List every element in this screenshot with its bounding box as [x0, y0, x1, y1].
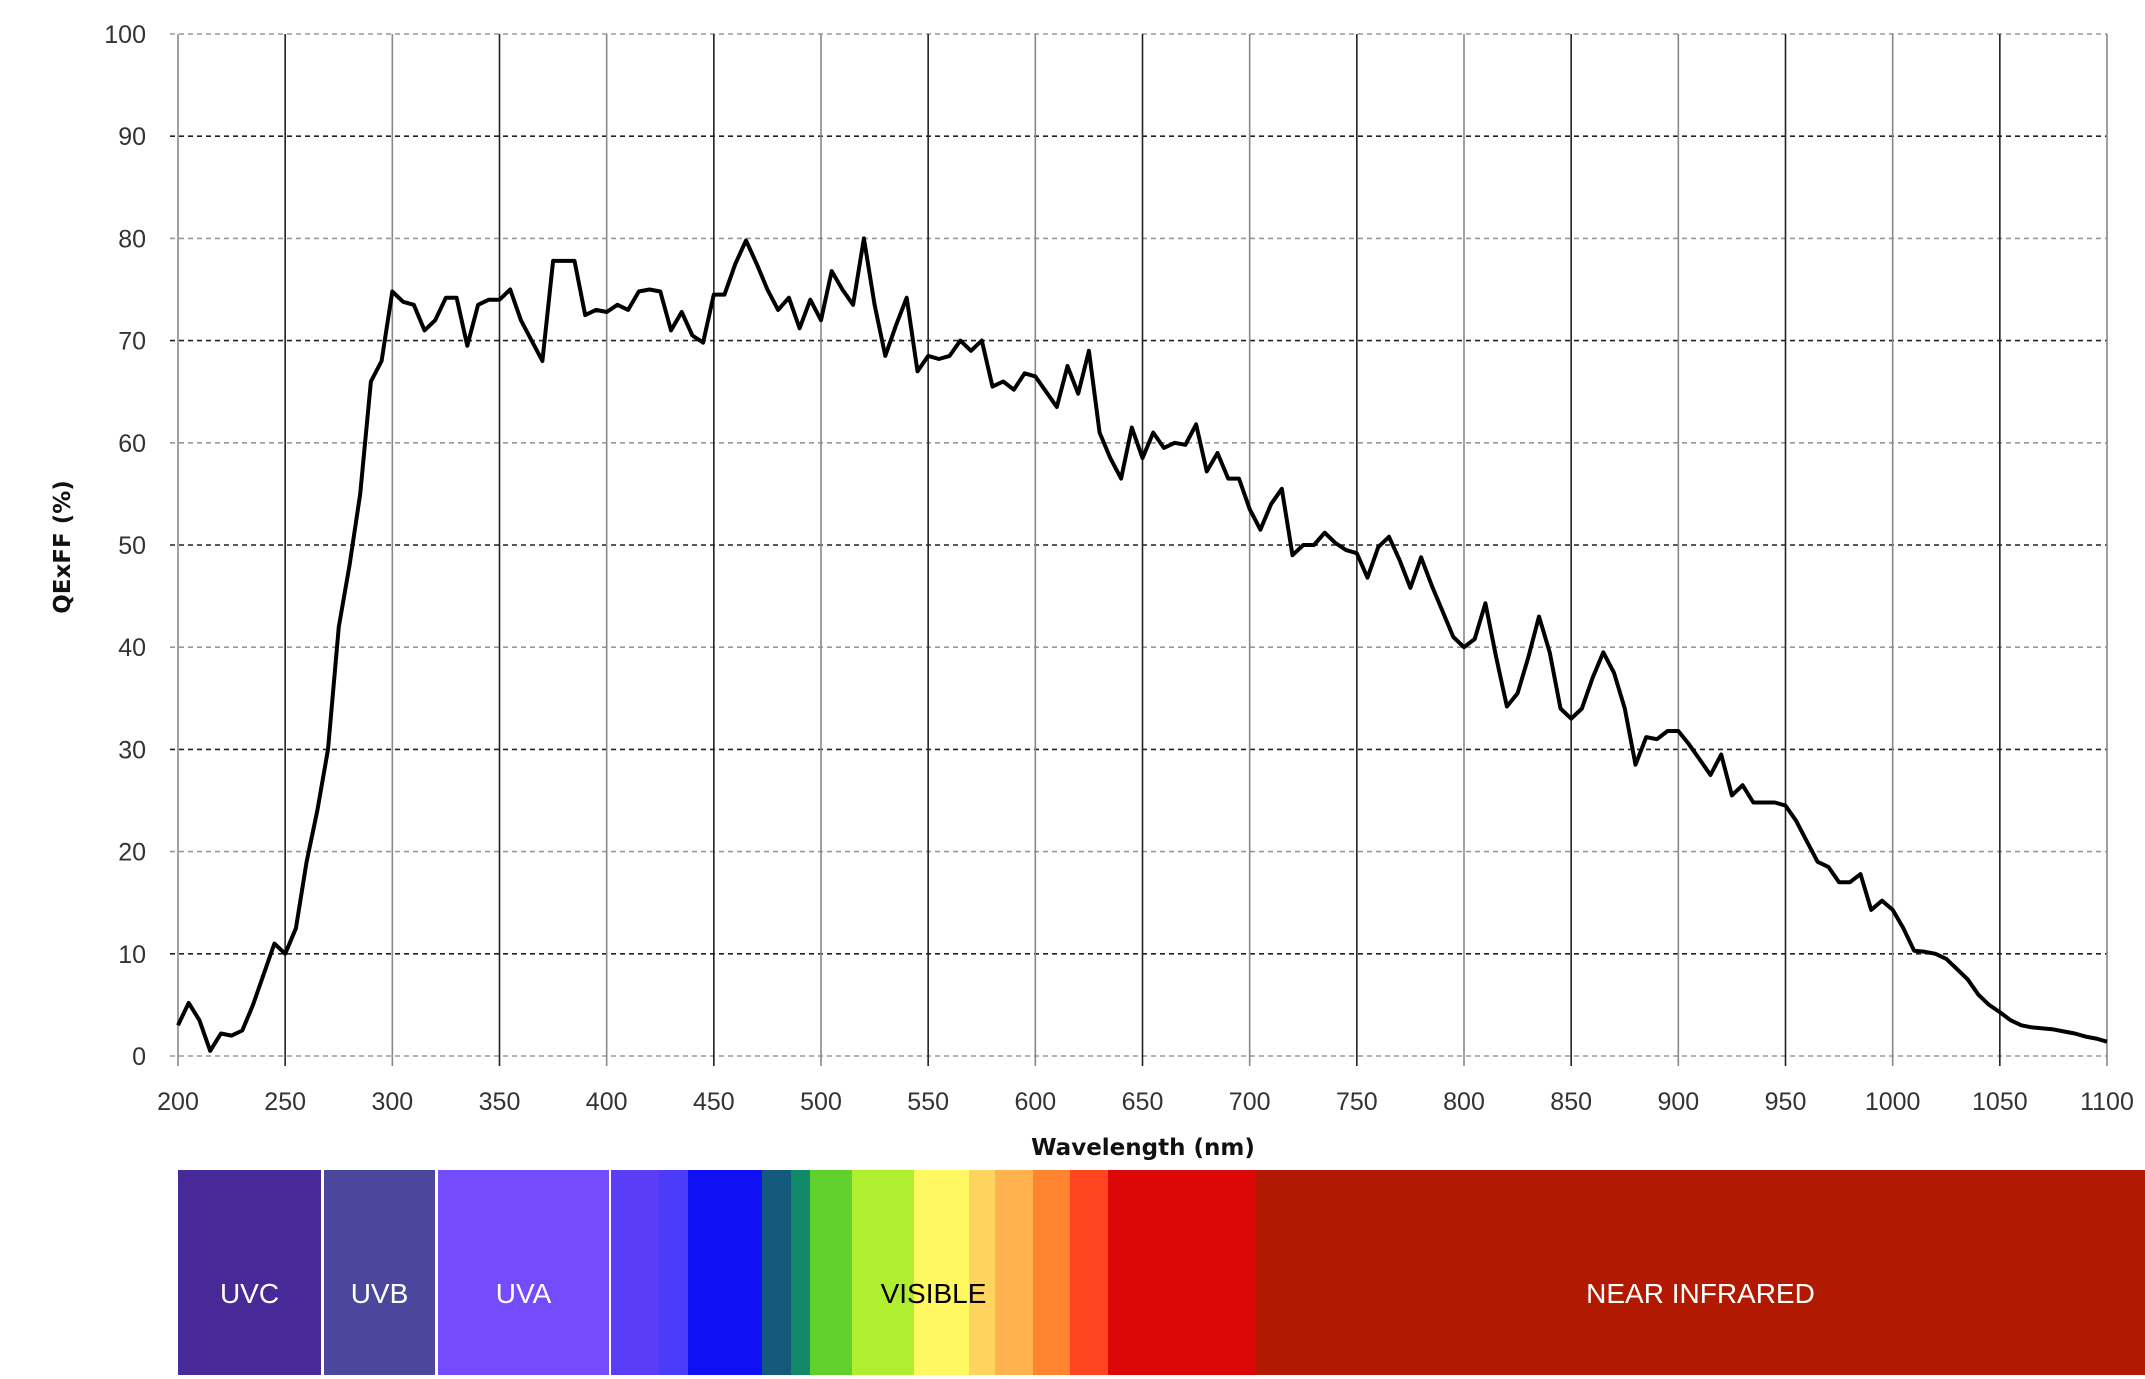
x-tick-label: 450 — [693, 1088, 735, 1116]
band-label-uva: UVA — [496, 1278, 552, 1309]
x-axis-ticks: 200 250 300 350 400 450 500 550 600 650 700 750 800 8… — [157, 1088, 2134, 1116]
x-tick-label: 500 — [800, 1088, 842, 1116]
x-tick-label: 1000 — [1865, 1088, 1921, 1116]
y-axis-ticks: 0 10 20 30 40 50 60 70 80 90 100 — [104, 21, 146, 1071]
x-tick-label: 350 — [479, 1088, 521, 1116]
y-tick-label: 70 — [118, 328, 146, 356]
grid — [170, 33, 2108, 1066]
y-axis-label: QExFF (%) — [50, 480, 76, 614]
y-tick-label: 40 — [118, 634, 146, 662]
x-axis-label: Wavelength (nm) — [1031, 1135, 1255, 1161]
y-tick-label: 90 — [118, 123, 146, 151]
band-uva — [438, 1170, 609, 1375]
x-tick-label: 250 — [264, 1088, 306, 1116]
y-tick-label: 80 — [118, 225, 146, 253]
x-tick-label: 700 — [1229, 1088, 1271, 1116]
y-tick-label: 10 — [118, 941, 146, 969]
x-tick-label: 300 — [371, 1088, 413, 1116]
visible-color-band — [1070, 1170, 1109, 1375]
y-tick-label: 100 — [104, 21, 146, 49]
visible-color-band — [852, 1170, 915, 1375]
visible-color-band — [969, 1170, 996, 1375]
qe-series-line — [176, 236, 2108, 1053]
y-tick-label: 20 — [118, 839, 146, 867]
x-tick-label: 400 — [586, 1088, 628, 1116]
band-label-uvb: UVB — [351, 1278, 409, 1309]
visible-color-band — [688, 1170, 763, 1375]
x-tick-label: 900 — [1657, 1088, 1699, 1116]
visible-color-band — [791, 1170, 811, 1375]
x-tick-label: 750 — [1336, 1088, 1378, 1116]
x-tick-label: 650 — [1122, 1088, 1164, 1116]
band-uvc — [178, 1170, 321, 1375]
visible-color-band — [810, 1170, 853, 1375]
spectrum-bar: UVC UVB UVA VISIBLE NEAR INFRARED — [178, 1170, 2145, 1375]
y-tick-label: 0 — [132, 1043, 146, 1071]
x-tick-label: 550 — [907, 1088, 949, 1116]
band-near-infrared — [1256, 1170, 2145, 1375]
visible-color-band — [1108, 1170, 1257, 1375]
visible-color-band — [1033, 1170, 1071, 1375]
y-tick-label: 60 — [118, 430, 146, 458]
visible-color-band — [995, 1170, 1034, 1375]
visible-color-band — [659, 1170, 689, 1375]
x-tick-label: 200 — [157, 1088, 199, 1116]
visible-color-band — [762, 1170, 792, 1375]
band-uvb — [324, 1170, 435, 1375]
x-tick-label: 850 — [1550, 1088, 1592, 1116]
x-tick-label: 800 — [1443, 1088, 1485, 1116]
y-tick-label: 50 — [118, 532, 146, 560]
band-label-near-infrared: NEAR INFRARED — [1586, 1278, 1815, 1309]
x-tick-label: 1100 — [2080, 1088, 2134, 1116]
x-tick-label: 600 — [1014, 1088, 1056, 1116]
visible-color-band — [611, 1170, 660, 1375]
x-tick-label: 950 — [1765, 1088, 1807, 1116]
band-label-uvc: UVC — [220, 1278, 279, 1309]
y-tick-label: 30 — [118, 736, 146, 764]
x-tick-label: 1050 — [1972, 1088, 2028, 1116]
band-label-visible: VISIBLE — [881, 1278, 987, 1309]
visible-color-band — [914, 1170, 970, 1375]
